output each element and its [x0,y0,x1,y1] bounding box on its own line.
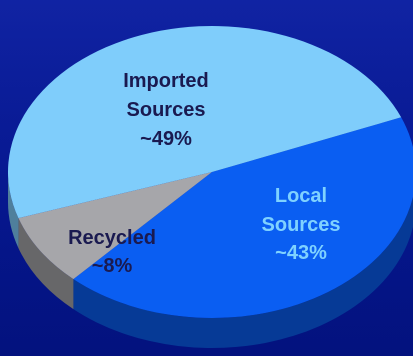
pie-side-imported-sources [8,172,19,249]
slice-label-imported-value: ~49% [140,128,192,150]
slice-label-local-name-line1: Local [275,185,327,207]
pie-side-local-sources [73,196,413,348]
pie-slice-recycled [18,172,213,280]
slice-label-recycled-name: Recycled [68,227,156,249]
slice-label-local-name-line2: Sources [262,214,341,236]
slice-label-imported-name-line2: Sources [127,99,206,121]
pie-slice-local-sources [73,117,413,319]
slice-label-imported-name-line1: Imported [123,70,209,92]
pie-side-recycled [18,218,74,310]
slice-label-local-value: ~43% [275,242,327,264]
slice-label-recycled-value: ~8% [92,255,133,277]
pie-slice-imported-sources [7,25,402,219]
